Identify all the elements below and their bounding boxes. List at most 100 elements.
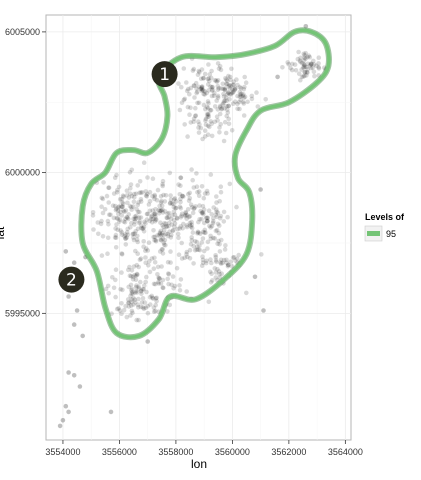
data-point bbox=[100, 210, 106, 216]
data-point bbox=[113, 232, 119, 238]
data-point bbox=[221, 138, 227, 144]
data-point bbox=[120, 201, 126, 206]
data-point bbox=[215, 221, 221, 227]
data-point bbox=[169, 282, 174, 288]
data-point bbox=[194, 247, 200, 252]
data-point bbox=[196, 247, 201, 252]
data-point bbox=[142, 300, 148, 305]
data-point bbox=[179, 256, 185, 261]
data-point bbox=[170, 227, 176, 233]
data-point bbox=[225, 78, 230, 83]
data-point bbox=[154, 217, 159, 223]
data-point bbox=[138, 256, 144, 262]
data-point bbox=[205, 111, 210, 117]
data-point bbox=[152, 260, 158, 265]
data-point bbox=[71, 322, 77, 327]
data-point bbox=[176, 252, 182, 257]
axis-ticks: 3554000 3556000 3558000 3560000 3562000 35640… bbox=[5, 27, 363, 457]
data-point bbox=[173, 199, 179, 204]
data-point bbox=[164, 224, 169, 229]
data-point bbox=[184, 88, 190, 94]
data-point bbox=[203, 230, 208, 235]
data-point bbox=[305, 67, 311, 72]
data-point bbox=[229, 90, 235, 95]
data-point bbox=[186, 214, 192, 220]
data-point bbox=[121, 219, 127, 224]
data-point bbox=[202, 92, 208, 97]
data-point bbox=[202, 71, 208, 77]
data-point bbox=[185, 207, 191, 212]
data-point bbox=[166, 210, 172, 216]
data-point bbox=[201, 220, 207, 226]
data-point bbox=[141, 160, 147, 165]
data-point bbox=[131, 231, 136, 237]
y-tick-label: 5995000 bbox=[5, 308, 40, 318]
data-point bbox=[165, 211, 170, 216]
data-point bbox=[177, 226, 182, 231]
data-point bbox=[261, 308, 266, 313]
data-point bbox=[301, 61, 307, 67]
data-point bbox=[242, 84, 247, 90]
data-point bbox=[167, 201, 173, 206]
data-point bbox=[203, 106, 208, 112]
data-point bbox=[137, 190, 142, 196]
data-point bbox=[120, 200, 125, 205]
data-point bbox=[158, 281, 164, 286]
data-point bbox=[119, 301, 124, 306]
data-point bbox=[156, 275, 161, 281]
data-point bbox=[238, 97, 243, 103]
data-point bbox=[200, 257, 206, 263]
data-point bbox=[221, 209, 227, 215]
data-point bbox=[214, 214, 220, 219]
data-point bbox=[226, 262, 231, 268]
data-point bbox=[157, 203, 162, 209]
data-point bbox=[308, 62, 314, 67]
data-point bbox=[138, 199, 144, 204]
data-point bbox=[218, 213, 224, 219]
data-point bbox=[205, 112, 210, 118]
data-point bbox=[198, 76, 204, 82]
data-point bbox=[205, 219, 210, 224]
data-point bbox=[193, 204, 198, 209]
data-point bbox=[310, 65, 315, 71]
data-point bbox=[240, 99, 246, 105]
data-point bbox=[151, 305, 157, 311]
data-point bbox=[176, 235, 181, 241]
data-point bbox=[206, 76, 211, 81]
data-point bbox=[212, 119, 218, 125]
data-point bbox=[299, 67, 304, 72]
data-point bbox=[143, 260, 148, 266]
data-point bbox=[208, 225, 213, 230]
data-point bbox=[178, 199, 183, 205]
data-point bbox=[221, 219, 227, 224]
data-point bbox=[209, 93, 215, 99]
data-point bbox=[183, 210, 189, 216]
data-point bbox=[162, 199, 168, 204]
data-point bbox=[147, 208, 153, 214]
data-point bbox=[196, 68, 202, 74]
data-point bbox=[241, 95, 247, 101]
data-point bbox=[302, 69, 308, 75]
data-point bbox=[122, 233, 127, 239]
data-point bbox=[134, 283, 139, 288]
data-point bbox=[170, 274, 176, 279]
data-points bbox=[57, 24, 328, 429]
data-point bbox=[242, 74, 247, 80]
data-point bbox=[66, 294, 71, 299]
data-point bbox=[141, 239, 146, 244]
annotation-circle bbox=[151, 61, 178, 88]
data-point bbox=[198, 125, 204, 131]
data-point bbox=[185, 254, 190, 260]
data-point bbox=[194, 171, 199, 176]
data-point bbox=[199, 184, 205, 189]
data-point bbox=[152, 194, 158, 199]
data-point bbox=[228, 92, 234, 97]
data-point bbox=[232, 85, 238, 91]
data-point bbox=[211, 93, 217, 98]
data-point bbox=[123, 236, 128, 241]
data-point bbox=[204, 104, 210, 110]
data-point bbox=[159, 203, 165, 208]
data-point bbox=[192, 95, 197, 100]
data-point bbox=[135, 233, 140, 239]
data-point bbox=[221, 94, 227, 99]
